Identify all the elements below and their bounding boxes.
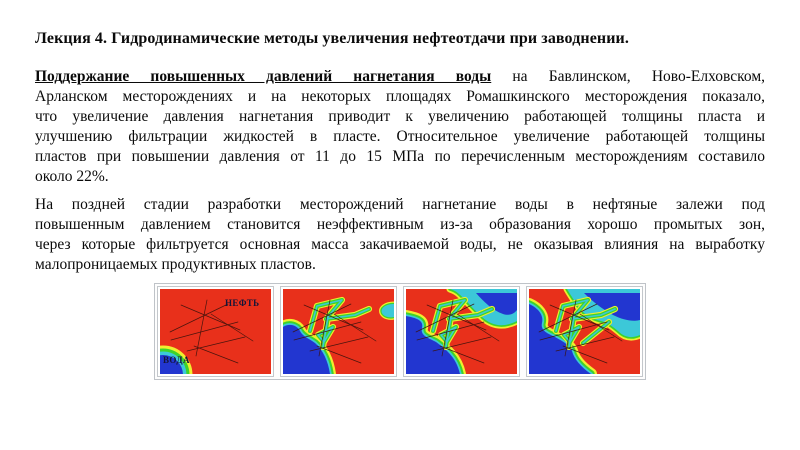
- lead-underlined-phrase: Поддержание повышенных давлений нагнетан…: [35, 68, 492, 85]
- text-line: Поддержание повышенных давлений нагнетан…: [35, 67, 765, 87]
- text-line-rest: на Бавлинском, Ново-Елховском,: [491, 68, 765, 85]
- text-line: что увеличение давления нагнетания приво…: [35, 108, 765, 125]
- simulation-strip: НЕФТЬ ВОДА: [154, 283, 646, 380]
- text-line: На поздней стадии разработки месторожден…: [35, 196, 765, 213]
- text-line: через которые фильтруется основная масса…: [35, 236, 765, 253]
- simulation-panel-2: [280, 286, 397, 377]
- water-label: ВОДА: [163, 355, 190, 365]
- water-zone: [529, 298, 597, 374]
- text-line: улучшению фильтрации жидкостей в пласте.…: [35, 128, 765, 145]
- text-line: Арланском месторождениях и на некоторых …: [35, 88, 765, 105]
- water-zone: [283, 318, 336, 374]
- paragraph-late-stage: На поздней стадии разработки месторожден…: [35, 195, 765, 275]
- text-line: малопроницаемых продуктивных пластов.: [35, 256, 316, 273]
- simulation-panel-3: [403, 286, 520, 377]
- paragraph-pressure-maintenance: Поддержание повышенных давлений нагнетан…: [35, 67, 765, 187]
- simulation-panel-1: НЕФТЬ ВОДА: [157, 286, 274, 377]
- slide-title: Лекция 4. Гидродинамические методы увели…: [35, 30, 629, 47]
- edge-finger: [379, 301, 394, 320]
- text-line: пластов при повышении давления от 11 до …: [35, 148, 765, 165]
- simulation-panel-4: [526, 286, 643, 377]
- oil-label: НЕФТЬ: [225, 298, 259, 308]
- text-line: повышенным давлением становится неэффект…: [35, 216, 765, 233]
- text-line: около 22%.: [35, 168, 109, 185]
- water-zone: [160, 345, 193, 374]
- simulation-figure: НЕФТЬ ВОДА: [35, 283, 765, 380]
- plume-spike: [579, 318, 613, 347]
- slide: Лекция 4. Гидродинамические методы увели…: [35, 30, 765, 380]
